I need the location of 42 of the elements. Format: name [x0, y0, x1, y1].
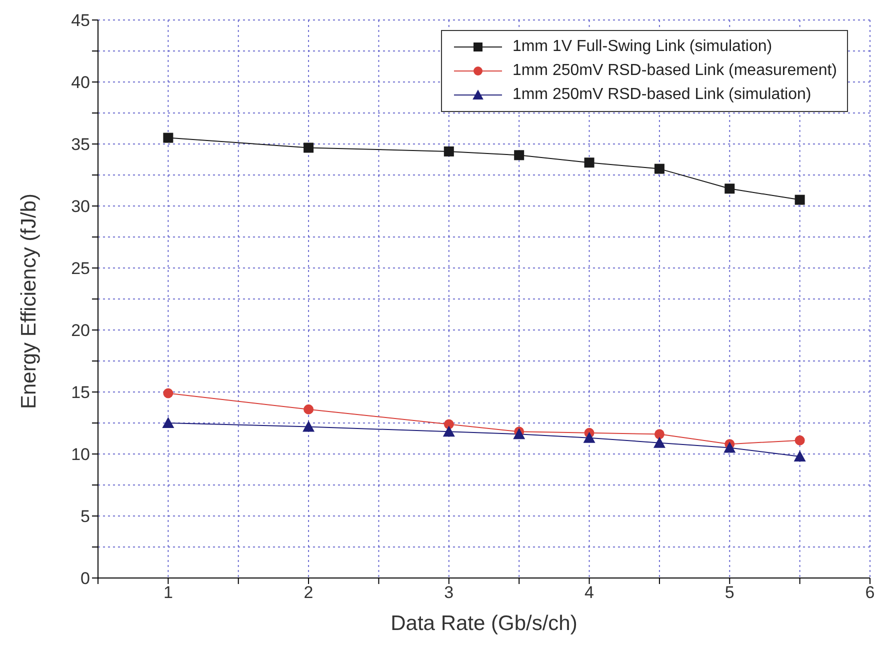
- y-tick-label: 20: [71, 321, 90, 340]
- point: [163, 388, 174, 398]
- point: [794, 435, 805, 446]
- point: [442, 426, 455, 437]
- legend-label: 1mm 1V Full-Swing Link (simulation): [512, 38, 772, 56]
- y-tick-label: 15: [71, 383, 90, 402]
- legend-label: 1mm 250mV RSD-based Link (simulation): [512, 86, 812, 104]
- point: [514, 150, 524, 160]
- x-tick-label: 3: [444, 583, 454, 602]
- point: [163, 132, 174, 143]
- point: [584, 158, 594, 168]
- x-tick-label: 2: [304, 583, 314, 602]
- x-tick-label: 6: [865, 583, 875, 602]
- x-tick-label: 5: [724, 583, 734, 602]
- y-axis-title: Energy Efficiency (fJ/b): [17, 193, 40, 409]
- point: [302, 420, 315, 432]
- y-tick-label: 5: [80, 507, 90, 526]
- x-tick-label: 1: [163, 583, 173, 602]
- y-tick-label: 30: [71, 197, 90, 216]
- y-tick-label: 35: [71, 135, 90, 154]
- point: [654, 429, 664, 440]
- point: [653, 436, 666, 448]
- point: [513, 428, 526, 440]
- y-tick-label: 40: [71, 73, 90, 92]
- point: [724, 442, 736, 453]
- point: [304, 142, 314, 153]
- y-tick-label: 45: [71, 11, 90, 30]
- point: [444, 146, 454, 156]
- y-tick-label: 25: [71, 259, 90, 278]
- x-tick-label: 4: [584, 583, 594, 602]
- point: [794, 194, 805, 205]
- point: [654, 164, 664, 174]
- y-tick-label: 10: [71, 445, 90, 464]
- point: [444, 419, 454, 430]
- legend-label: 1mm 250mV RSD-based Link (measurement): [512, 62, 837, 80]
- point: [304, 404, 314, 414]
- point: [794, 450, 806, 462]
- x-axis-title: Data Rate (Gb/s/ch): [390, 612, 578, 635]
- point: [583, 432, 596, 443]
- point: [724, 184, 735, 194]
- point: [162, 417, 174, 428]
- y-tick-label: 0: [80, 569, 90, 588]
